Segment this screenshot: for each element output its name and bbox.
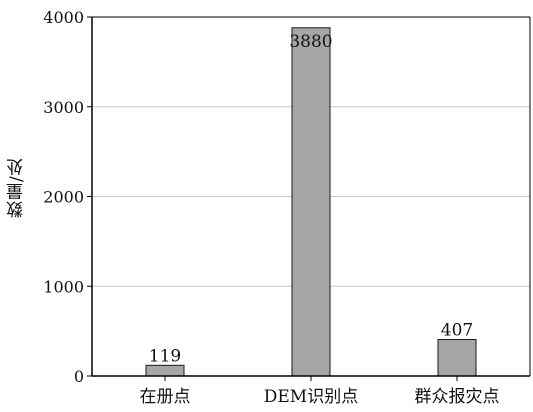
data-label-2: 407 [441,320,473,340]
data-label-1: 3880 [289,32,332,52]
y-tick-label-4: 4000 [43,8,84,27]
y-tick-label-3: 3000 [43,98,84,117]
bar-2 [437,338,477,377]
y-axis-title: 数量/处 [7,157,27,219]
x-tick-label-0: 在册点 [140,387,191,407]
y-tick-label-2: 2000 [43,188,84,207]
axes: 0 1000 2000 3000 4000 在册点 DEM识别点 群众报灾点 [43,8,531,407]
y-tick-label-0: 0 [74,367,84,386]
data-labels: 119 3880 407 [149,32,473,367]
data-label-0: 119 [149,346,181,366]
bars [145,27,477,377]
x-tick-label-1: DEM识别点 [264,387,358,407]
y-tick-label-1: 1000 [43,277,84,296]
x-tick-label-2: 群众报灾点 [415,387,500,407]
bar-0 [145,364,185,377]
bar-1 [291,27,331,377]
